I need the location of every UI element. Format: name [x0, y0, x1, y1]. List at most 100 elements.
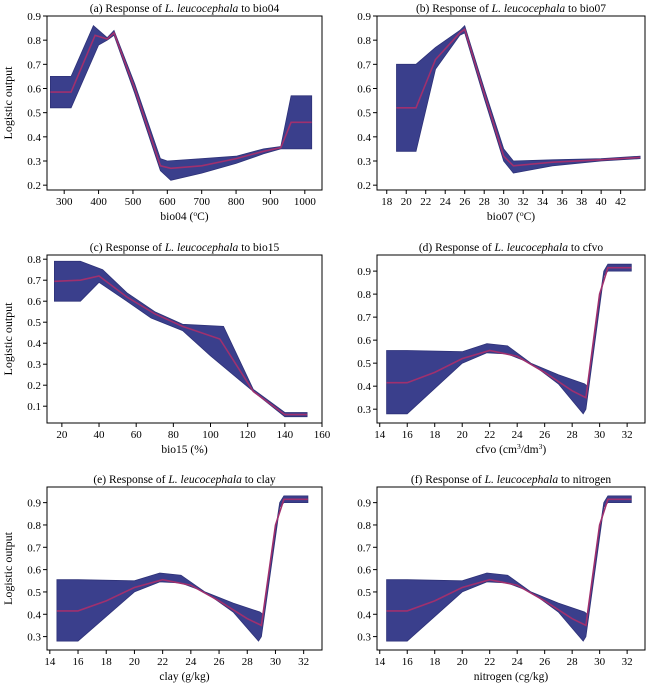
- x-tick-label: 14: [374, 656, 386, 668]
- x-tick-label: 32: [622, 656, 633, 668]
- x-tick-label: 22: [157, 656, 168, 668]
- plot-frame: [376, 486, 646, 651]
- y-axis-label: Logistic output: [1, 302, 15, 376]
- x-axis-label: cfvo (cm3/dm3): [476, 442, 547, 457]
- x-tick-label: 32: [518, 196, 529, 208]
- x-tick-label: 30: [594, 429, 606, 441]
- y-tick-label: 0.6: [27, 296, 41, 308]
- x-tick-label: 26: [214, 656, 226, 668]
- confidence-band: [386, 263, 632, 415]
- y-tick-label: 0.2: [27, 180, 41, 192]
- x-tick-label: 600: [159, 196, 176, 208]
- x-tick-label: 14: [374, 429, 386, 441]
- x-tick-label: 38: [576, 196, 588, 208]
- y-axis-label: Logistic output: [1, 66, 15, 140]
- y-tick-label: 0.3: [27, 156, 41, 168]
- x-tick-label: 140: [277, 429, 294, 441]
- plot-frame: [46, 254, 323, 424]
- x-tick-label: 80: [168, 429, 180, 441]
- y-tick-label: 0.4: [357, 609, 371, 621]
- x-tick-label: 42: [615, 196, 626, 208]
- y-tick-label: 0.5: [357, 358, 371, 370]
- y-tick-label: 0.6: [357, 565, 371, 577]
- x-tick-label: 20: [457, 656, 469, 668]
- x-tick-label: 300: [56, 196, 73, 208]
- confidence-band: [56, 495, 309, 642]
- mean-response-line: [54, 275, 308, 416]
- x-tick-label: 40: [94, 429, 106, 441]
- y-tick-label: 0.9: [357, 498, 371, 510]
- panel-c: 20 40 60 80 100 120 140 160 0.1 0.2 0.3 0.4 0.5 0.6 0.…: [1, 242, 331, 456]
- confidence-band: [54, 260, 308, 418]
- x-tick-label: 34: [537, 196, 549, 208]
- x-tick-label: 60: [131, 429, 143, 441]
- x-tick-label: 16: [402, 429, 414, 441]
- y-tick-label: 0.9: [27, 498, 41, 510]
- x-tick-label: 900: [262, 196, 279, 208]
- x-tick-label: 22: [484, 656, 495, 668]
- y-tick-label: 0.3: [357, 404, 371, 416]
- x-tick-label: 20: [457, 429, 469, 441]
- y-tick-label: 0.3: [27, 632, 41, 644]
- x-tick-label: 36: [557, 196, 569, 208]
- panel-e: 14 16 18 20 22 24 26 28 30 32 0.3 0.4 0.5 0.6 0.7 0.8 0.…: [1, 474, 323, 683]
- x-tick-label: 18: [429, 429, 441, 441]
- plot-frame: [46, 486, 323, 651]
- y-tick-label: 0.4: [357, 381, 371, 393]
- y-tick-label: 0.8: [357, 35, 371, 47]
- x-axis-label: bio15 (%): [161, 444, 207, 456]
- y-tick-label: 0.7: [357, 59, 371, 71]
- x-tick-label: 500: [125, 196, 142, 208]
- panel-title: (b) Response of L. leucocephala to bio07: [416, 3, 606, 15]
- y-tick-label: 0.6: [27, 84, 41, 96]
- x-axis-label: clay (g/kg): [159, 671, 209, 683]
- y-tick-label: 0.8: [357, 520, 371, 532]
- panel-f: 14 16 18 20 22 24 26 28 30 32 0.3 0.4 0.5 0.6 0.7 0.8 0.…: [357, 474, 646, 683]
- y-tick-label: 0.3: [27, 359, 41, 371]
- panel-title: (d) Response of L. leucocephala to cfvo: [419, 242, 604, 254]
- y-tick-label: 0.2: [357, 180, 371, 192]
- y-tick-label: 0.8: [27, 35, 41, 47]
- panel-title: (e) Response of L. leucocephala to clay: [93, 474, 276, 486]
- y-tick-label: 0.5: [27, 587, 41, 599]
- panel-title: (f) Response of L. leucocephala to nitro…: [411, 474, 612, 486]
- y-tick-label: 0.9: [357, 11, 371, 23]
- mean-response-line: [396, 27, 641, 167]
- x-tick-label: 26: [459, 196, 471, 208]
- y-tick-label: 0.9: [27, 11, 41, 23]
- x-tick-label: 16: [73, 656, 85, 668]
- plot-frame: [376, 15, 646, 191]
- panel-d: 14 16 18 20 22 24 26 28 30 32 0.3 0.4 0.5 0.6 0.7 0.8 0.…: [357, 242, 646, 457]
- x-tick-label: 800: [228, 196, 245, 208]
- x-tick-label: 22: [420, 196, 431, 208]
- y-tick-label: 0.4: [27, 132, 41, 144]
- y-tick-label: 0.7: [27, 59, 41, 71]
- mean-response-line: [386, 266, 632, 399]
- y-tick-label: 0.4: [27, 609, 41, 621]
- y-tick-label: 0.5: [357, 587, 371, 599]
- x-tick-label: 18: [101, 656, 113, 668]
- x-tick-label: 26: [539, 429, 551, 441]
- plot-frame: [46, 15, 323, 191]
- y-tick-label: 0.1: [27, 401, 41, 413]
- confidence-band: [50, 25, 313, 181]
- x-tick-label: 24: [512, 429, 524, 441]
- x-tick-label: 28: [567, 429, 579, 441]
- y-tick-label: 0.5: [357, 108, 371, 120]
- y-tick-label: 0.3: [357, 632, 371, 644]
- y-tick-label: 0.6: [357, 335, 371, 347]
- y-tick-label: 0.7: [357, 542, 371, 554]
- x-tick-label: 24: [440, 196, 452, 208]
- y-tick-label: 0.4: [27, 338, 41, 350]
- x-tick-label: 20: [56, 429, 68, 441]
- x-axis-label: bio07 (oC): [487, 209, 535, 224]
- x-tick-label: 24: [512, 656, 524, 668]
- y-tick-label: 0.7: [357, 312, 371, 324]
- mean-response-line: [56, 498, 308, 627]
- x-tick-label: 160: [314, 429, 331, 441]
- y-tick-label: 0.4: [357, 132, 371, 144]
- y-tick-label: 0.6: [27, 565, 41, 577]
- x-tick-label: 26: [539, 656, 551, 668]
- y-tick-label: 0.5: [27, 317, 41, 329]
- panel-a: 300 400 500 600 700 800 900 1000 0.2 0.3 0.4 0.5 0.6…: [1, 3, 323, 223]
